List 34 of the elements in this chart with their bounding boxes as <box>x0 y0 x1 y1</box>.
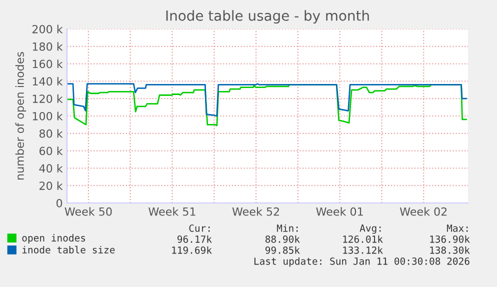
y-tick-label: 60 k <box>40 146 63 156</box>
legend-label: open inodes <box>22 234 86 244</box>
text: 96.17k <box>177 235 212 243</box>
x-tick-label: Week 02 <box>400 207 447 216</box>
line-series <box>67 83 467 117</box>
y-tick-label: 140 k <box>32 76 63 86</box>
chart-title: Inode table usage - by month <box>166 10 369 24</box>
text: Min: <box>276 224 298 232</box>
y-tick-label: 80 k <box>39 129 63 138</box>
x-tick-label: Week 50 <box>64 207 112 216</box>
text: 88.90k <box>266 235 300 243</box>
y-tick-label: 40 k <box>39 164 63 173</box>
text: 138.30k <box>430 246 470 254</box>
x-tick-label: Week 51 <box>148 207 196 216</box>
text: Last update: Sun Jan 11 00:30:08 2026 <box>254 257 470 267</box>
y-tick-label: 180 k <box>32 42 63 51</box>
y-tick-label: 0 <box>56 198 62 208</box>
text: 136.90k <box>430 235 470 243</box>
y-tick-label: 120 k <box>32 94 63 103</box>
y-tick-label: 160 k <box>32 60 63 68</box>
text: Max: <box>446 224 468 232</box>
text: 99.85k <box>265 246 300 254</box>
text: 126.01k <box>343 235 383 243</box>
text: 119.69k <box>172 246 212 254</box>
text: 133.12k <box>343 246 383 254</box>
x-tick-label: Week 52 <box>232 207 279 216</box>
y-tick-label: 200 k <box>32 24 63 34</box>
y-tick-label: 100 k <box>32 112 63 120</box>
y-axis-title: number of open inodes <box>15 52 26 180</box>
y-tick-label: 20 k <box>40 181 63 190</box>
x-tick-label: Week 01 <box>316 207 363 216</box>
text: Avg: <box>360 224 381 234</box>
text: Cur: <box>189 224 210 232</box>
legend-label: inode table size <box>22 246 115 254</box>
